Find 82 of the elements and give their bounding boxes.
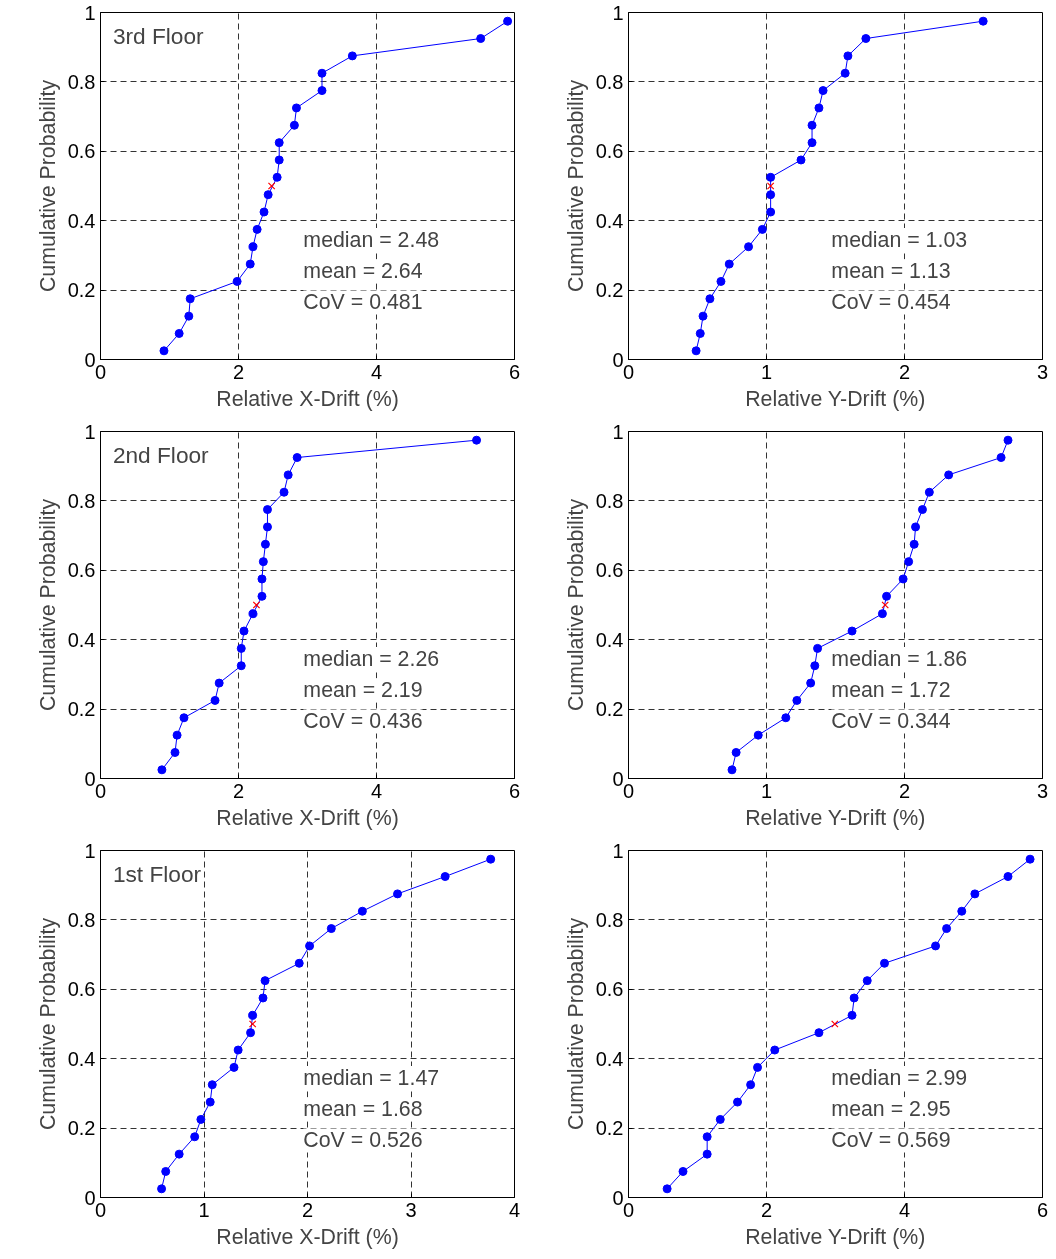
annotation: mean = 2.64: [303, 259, 423, 284]
x-tick-label: 2: [232, 779, 245, 802]
x-axis-title: Relative Y-Drift (%): [745, 805, 926, 830]
y-tick-label: 0.8: [595, 489, 624, 512]
x-tick-label: 4: [508, 1198, 521, 1221]
y-axis-title: Cumulative Probability: [563, 498, 588, 712]
x-axis-title: Relative X-Drift (%): [216, 805, 399, 830]
annotation: mean = 1.68: [303, 1097, 423, 1122]
x-tick-label: 4: [898, 1198, 911, 1221]
annotation: CoV = 0.344: [831, 709, 951, 734]
annotation: mean = 1.72: [831, 678, 951, 703]
y-tick-label: 0.6: [67, 978, 96, 1001]
annotation: CoV = 0.526: [303, 1128, 423, 1153]
annotation: mean = 1.13: [831, 259, 951, 284]
annotation: CoV = 0.481: [303, 290, 423, 315]
annotation: median = 1.86: [831, 646, 968, 671]
x-tick-label: 2: [232, 360, 245, 383]
y-axis-title: Cumulative Probability: [35, 498, 60, 712]
x-tick-label: 1: [760, 779, 773, 802]
y-tick-label: 0.4: [595, 1047, 624, 1070]
annotation: CoV = 0.454: [831, 290, 951, 315]
x-axis-title: Relative Y-Drift (%): [745, 1224, 926, 1249]
y-tick-label: 0.6: [67, 559, 96, 582]
x-tick-label: 6: [508, 779, 521, 802]
y-tick-label: 0.2: [595, 1117, 624, 1140]
text: 1st Floor: [112, 860, 202, 887]
annotation: median = 2.99: [831, 1065, 968, 1090]
x-axis-title: Relative Y-Drift (%): [745, 386, 926, 411]
y-tick-label: 0.6: [595, 978, 624, 1001]
x-tick-label: 1: [760, 360, 773, 383]
annotation: median = 1.47: [303, 1065, 440, 1090]
y-tick-label: 0.8: [67, 489, 96, 512]
y-tick-label: 0.4: [67, 628, 96, 651]
x-tick-label: 3: [405, 1198, 417, 1221]
x-tick-label: 4: [370, 779, 383, 802]
text: 2nd Floor: [112, 441, 210, 468]
y-axis-title: Cumulative Probability: [35, 917, 60, 1131]
y-axis-title: Cumulative Probability: [563, 917, 588, 1131]
x-tick-label: 4: [370, 360, 383, 383]
x-tick-label: 6: [1036, 1198, 1049, 1221]
y-tick-label: 0.4: [595, 209, 624, 232]
y-tick-label: 0.4: [67, 1047, 96, 1070]
text: 3rd Floor: [112, 22, 205, 49]
y-axis-title: Cumulative Probability: [563, 79, 588, 293]
x-tick-label: 1: [198, 1198, 210, 1221]
y-tick-label: 1: [84, 1, 96, 24]
y-tick-label: 0.2: [595, 698, 624, 721]
y-tick-label: 0.8: [67, 908, 96, 931]
x-tick-label: 6: [508, 360, 521, 383]
y-tick-label: 0.4: [595, 628, 624, 651]
annotation: median = 1.03: [831, 227, 968, 252]
x-tick-label: 2: [898, 360, 911, 383]
x-axis-title: Relative X-Drift (%): [216, 386, 399, 411]
y-tick-label: 1: [84, 839, 96, 862]
annotation: CoV = 0.436: [303, 709, 423, 734]
y-tick-label: 0.8: [595, 70, 624, 93]
annotation: mean = 2.19: [303, 678, 423, 703]
y-tick-label: 0.2: [595, 279, 624, 302]
y-tick-label: 1: [612, 420, 624, 443]
x-tick-label: 2: [898, 779, 911, 802]
y-tick-label: 0.2: [67, 1117, 96, 1140]
y-tick-label: 0.6: [595, 140, 624, 163]
annotation: median = 2.48: [303, 227, 440, 252]
y-tick-label: 1: [612, 1, 624, 24]
annotation: CoV = 0.569: [831, 1128, 951, 1153]
y-tick-label: 0.6: [67, 140, 96, 163]
y-axis-title: Cumulative Probability: [35, 79, 60, 293]
y-tick-label: 0.6: [595, 559, 624, 582]
y-tick-label: 0.4: [67, 209, 96, 232]
y-tick-label: 1: [84, 420, 96, 443]
y-tick-label: 0.2: [67, 279, 96, 302]
y-tick-label: 0.8: [595, 908, 624, 931]
y-tick-label: 0.2: [67, 698, 96, 721]
x-tick-label: 3: [1036, 360, 1049, 383]
x-axis-title: Relative X-Drift (%): [216, 1224, 399, 1249]
annotation: mean = 2.95: [831, 1097, 951, 1122]
x-tick-label: 3: [1036, 779, 1049, 802]
y-tick-label: 1: [612, 839, 624, 862]
x-tick-label: 2: [301, 1198, 314, 1221]
x-tick-label: 2: [760, 1198, 773, 1221]
annotation: median = 2.26: [303, 646, 440, 671]
y-tick-label: 0.8: [67, 70, 96, 93]
